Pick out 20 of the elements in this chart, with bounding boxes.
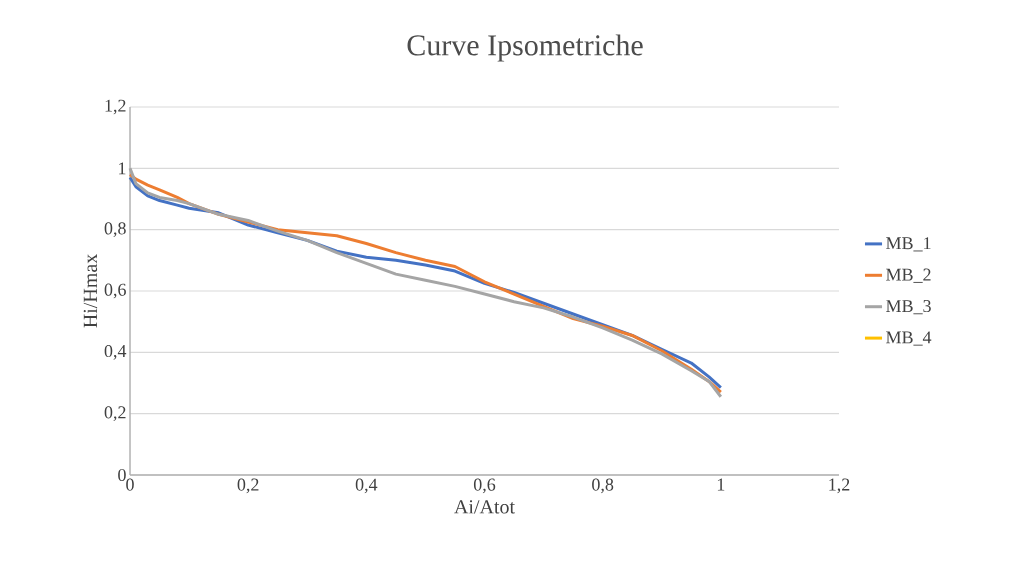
- y-tick-label: 0,2: [104, 406, 126, 422]
- y-tick-label: 0,6: [104, 283, 126, 299]
- y-tick-label: 0,8: [104, 222, 126, 238]
- x-axis-title: Ai/Atot: [454, 500, 515, 514]
- x-tick-label: 0,8: [592, 478, 614, 494]
- legend-label: MB_3: [886, 300, 931, 315]
- y-tick-label: 0: [118, 468, 126, 482]
- y-axis-title: Hi/Hmax: [83, 254, 98, 328]
- x-tick-label: 1,2: [829, 478, 850, 494]
- y-tick-label: 1: [119, 162, 126, 175]
- legend-label: MB_4: [886, 331, 932, 346]
- x-tick-label: 0,2: [237, 478, 259, 494]
- legend-label: MB_1: [886, 237, 931, 252]
- x-tick-label: 0,4: [355, 478, 378, 494]
- chart-title: Curve Ipsometriche: [407, 34, 643, 62]
- x-tick-label: 0,6: [473, 478, 496, 494]
- x-tick-label: 1: [717, 478, 725, 491]
- y-tick-label: 1,2: [105, 99, 126, 115]
- y-tick-label: 0,4: [104, 344, 127, 360]
- legend-label: MB_2: [886, 268, 931, 283]
